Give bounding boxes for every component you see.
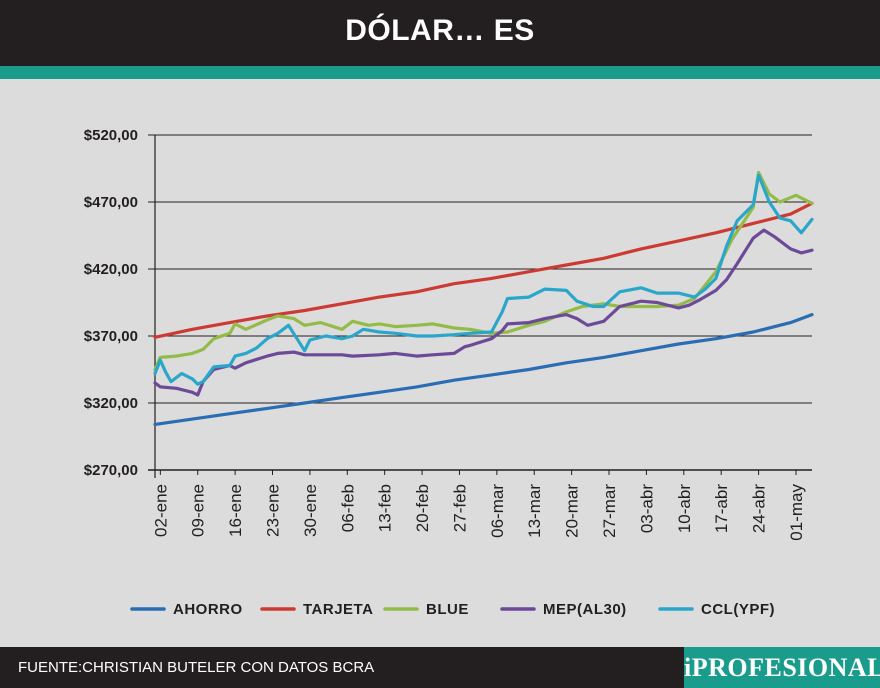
x-tick-label: 20-feb	[413, 484, 432, 532]
legend-label: TARJETA	[303, 601, 373, 618]
x-tick-label: 20-mar	[563, 484, 582, 538]
series-line-blue	[153, 170, 814, 372]
accent-stripe	[0, 66, 880, 79]
header-bar: DÓLAR… ES	[0, 0, 880, 66]
legend-item: MEP(AL30)	[500, 601, 627, 618]
legend-label: CCL(YPF)	[701, 601, 775, 618]
chart-title: DÓLAR… ES	[345, 14, 535, 47]
x-tick-label: 16-ene	[226, 484, 245, 537]
x-tick-label: 06-mar	[488, 484, 507, 538]
y-tick-label: $420,00	[84, 261, 138, 278]
y-tick-label: $320,00	[84, 395, 138, 412]
series-line-ccl-ypf	[153, 173, 814, 386]
legend-label: BLUE	[426, 601, 469, 618]
x-tick-label: 02-ene	[151, 484, 170, 537]
legend-item: CCL(YPF)	[658, 601, 775, 618]
x-tick-label: 30-ene	[301, 484, 320, 537]
series-line-ahorro	[153, 313, 814, 426]
legend-item: TARJETA	[260, 601, 373, 618]
x-tick-label: 17-abr	[712, 484, 731, 533]
x-tick-label: 27-mar	[600, 484, 619, 538]
series-line-mep-al30	[153, 228, 814, 397]
x-tick-label: 13-mar	[525, 484, 544, 538]
x-tick-label: 24-abr	[750, 484, 769, 533]
x-tick-label: 03-abr	[637, 484, 656, 533]
y-tick-label: $520,00	[84, 127, 138, 144]
x-tick-label: 23-ene	[264, 484, 283, 537]
y-tick-label: $370,00	[84, 328, 138, 345]
y-tick-label: $470,00	[84, 194, 138, 211]
x-tick-label: 27-feb	[450, 484, 469, 532]
legend-label: AHORRO	[173, 601, 243, 618]
x-tick-label: 06-feb	[338, 484, 357, 532]
x-tick-label: 09-ene	[189, 484, 208, 537]
legend-item: BLUE	[383, 601, 469, 618]
legend-item: AHORRO	[130, 601, 243, 618]
x-tick-label: 01-may	[787, 484, 806, 541]
x-tick-label: 13-feb	[376, 484, 395, 532]
source-note: FUENTE:CHRISTIAN BUTELER CON DATOS BCRA	[18, 659, 375, 676]
y-tick-label: $270,00	[84, 462, 138, 479]
line-chart: $270,00 $320,00 $370,00 $420,00 $470,00 $520,…	[84, 127, 814, 618]
x-tick-label: 10-abr	[675, 484, 694, 533]
footer-bar: FUENTE:CHRISTIAN BUTELER CON DATOS BCRA …	[0, 647, 880, 688]
brand-logo: iPROFESIONAL	[684, 647, 880, 688]
series-line-tarjeta	[153, 201, 814, 339]
legend-label: MEP(AL30)	[543, 601, 627, 618]
